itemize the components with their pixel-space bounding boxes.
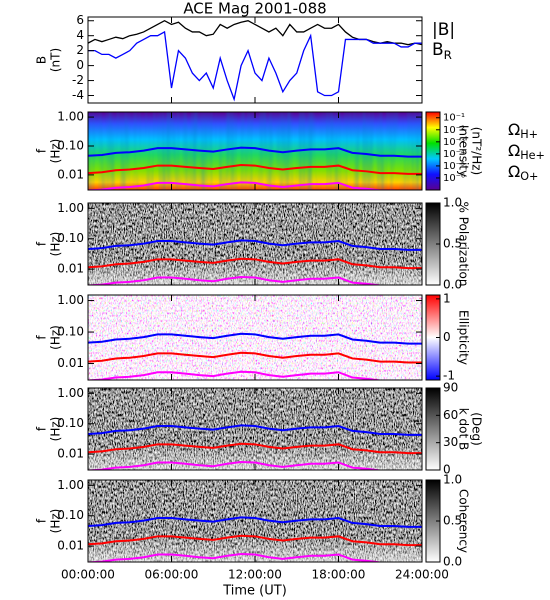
x-tick-label: 18:00:00 [312, 568, 366, 582]
y-tick-label: -4 [72, 88, 84, 102]
line-series [88, 20, 422, 46]
plot-area [88, 388, 422, 470]
line-series [88, 30, 422, 102]
gyrofrequency-line [88, 275, 403, 285]
y-tick-label: 1.00 [57, 201, 84, 215]
y-tick-label: -2 [72, 73, 84, 87]
gyrofrequency-line [88, 424, 422, 436]
colorbar-tick-label: 0.0 [443, 555, 462, 569]
legend-entry: ΩHe+ [508, 141, 545, 163]
legend-entry: ΩH+ [508, 120, 538, 142]
colorbar-tick-label: 0.0 [443, 278, 462, 292]
y-tick-label: 0.10 [57, 416, 84, 430]
colorbar-tick-label: 1.0 [443, 473, 462, 487]
x-axis-label: Time (UT) [222, 584, 287, 599]
y-tick-label: 0.10 [57, 138, 84, 152]
y-tick-label: 0 [76, 58, 84, 72]
panel-frame [87, 16, 423, 104]
legend-entry: ΩO+ [508, 162, 538, 184]
y-axis-label: (Hz) [49, 325, 63, 350]
gyrofrequency-line [88, 332, 422, 345]
colorbar-tick-label: 10⁻² [443, 125, 465, 136]
y-tick-label: 1.00 [57, 110, 84, 124]
y-axis-label: (nT) [49, 48, 63, 72]
y-tick-label: 0.10 [57, 325, 84, 339]
colorbar-tick-label: -1 [443, 369, 455, 383]
x-tick-label: 12:00:00 [228, 568, 282, 582]
colorbar [425, 387, 441, 471]
gyrofrequency-line [88, 146, 422, 158]
y-axis-label: f [35, 426, 49, 431]
colorbar-tick-label: 60 [443, 408, 458, 422]
y-tick-label: 4 [76, 28, 84, 42]
y-tick-label: 0.01 [57, 262, 84, 276]
plot-area [88, 20, 422, 102]
colorbar-label: Coherency [457, 489, 471, 553]
colorbar-tick-label: 1.0 [443, 196, 462, 210]
colorbar [425, 111, 441, 191]
legend-entry: |B| [432, 20, 455, 40]
gyrofrequency-line [88, 460, 403, 470]
y-axis-label: f [35, 335, 49, 340]
gyrofrequency-line [88, 370, 402, 380]
y-tick-label: 6 [76, 13, 84, 27]
plot-area [88, 480, 422, 562]
x-tick-label: 24:00:00 [395, 568, 449, 582]
y-tick-label: 0.01 [57, 167, 84, 181]
chart-title: ACE Mag 2001-088 [183, 0, 326, 18]
y-tick-label: 0.01 [57, 356, 84, 370]
y-axis-label: f [35, 518, 49, 523]
plot-area [88, 295, 422, 380]
y-axis-label: (Hz) [49, 139, 63, 164]
colorbar-label: (nT²/Hz) [470, 127, 484, 175]
gyrofrequency-line [88, 257, 422, 270]
gyrofrequency-line [88, 516, 422, 528]
x-tick-label: 00:00:00 [61, 568, 115, 582]
y-axis-label: B [35, 56, 49, 64]
colorbar-label: (Deg) [470, 412, 484, 446]
gyrofrequency-line [88, 163, 422, 175]
y-tick-label: 1.00 [57, 478, 84, 492]
y-axis-label: f [35, 241, 49, 246]
colorbar-tick-label: 10⁻⁵ [443, 161, 465, 172]
y-tick-label: 1.00 [57, 293, 84, 307]
colorbar-tick-label: 10⁻³ [443, 137, 465, 148]
y-tick-label: 0.10 [57, 231, 84, 245]
gyrofrequency-line [88, 239, 422, 251]
gyrofrequency-line [88, 351, 422, 364]
y-axis-label: (Hz) [49, 417, 63, 442]
colorbar-tick-label: 90 [443, 381, 458, 395]
y-tick-label: 1.00 [57, 386, 84, 400]
colorbar-tick-label: 0.5 [443, 237, 462, 251]
colorbar-tick-label: 10⁻¹ [443, 113, 465, 124]
y-axis-label: (Hz) [49, 509, 63, 534]
colorbar-tick-label: 0 [443, 330, 451, 344]
colorbar-label: k dot B [457, 408, 471, 450]
gyrofrequency-line [88, 552, 403, 562]
gyrofrequency-line [88, 442, 422, 455]
y-tick-label: 0.01 [57, 447, 84, 461]
gyrofrequency-line [88, 181, 404, 190]
plot-area [88, 203, 422, 285]
y-tick-label: 2 [76, 43, 84, 57]
colorbar-tick-label: 1 [443, 291, 451, 305]
y-axis-label: (Hz) [49, 232, 63, 257]
y-tick-label: 0.01 [57, 539, 84, 553]
y-tick-label: 0.10 [57, 508, 84, 522]
colorbar-tick-label: 10⁻⁴ [443, 149, 465, 160]
y-axis-label: f [35, 148, 49, 153]
colorbar-tick-label: 0.5 [443, 514, 462, 528]
colorbar-label: Intensity [457, 125, 471, 177]
colorbar-tick-label: 30 [443, 435, 458, 449]
colorbar-label: Ellipticity [457, 310, 471, 365]
plot-area [88, 112, 422, 190]
gyrofrequency-line [88, 534, 422, 547]
colorbar-tick-label: 0 [443, 463, 451, 477]
colorbar-tick-label: 10⁻⁶ [443, 173, 465, 184]
x-tick-label: 06:00:00 [145, 568, 199, 582]
colorbar-label: % Polarization [457, 202, 471, 287]
legend-entry: BR [432, 40, 452, 62]
